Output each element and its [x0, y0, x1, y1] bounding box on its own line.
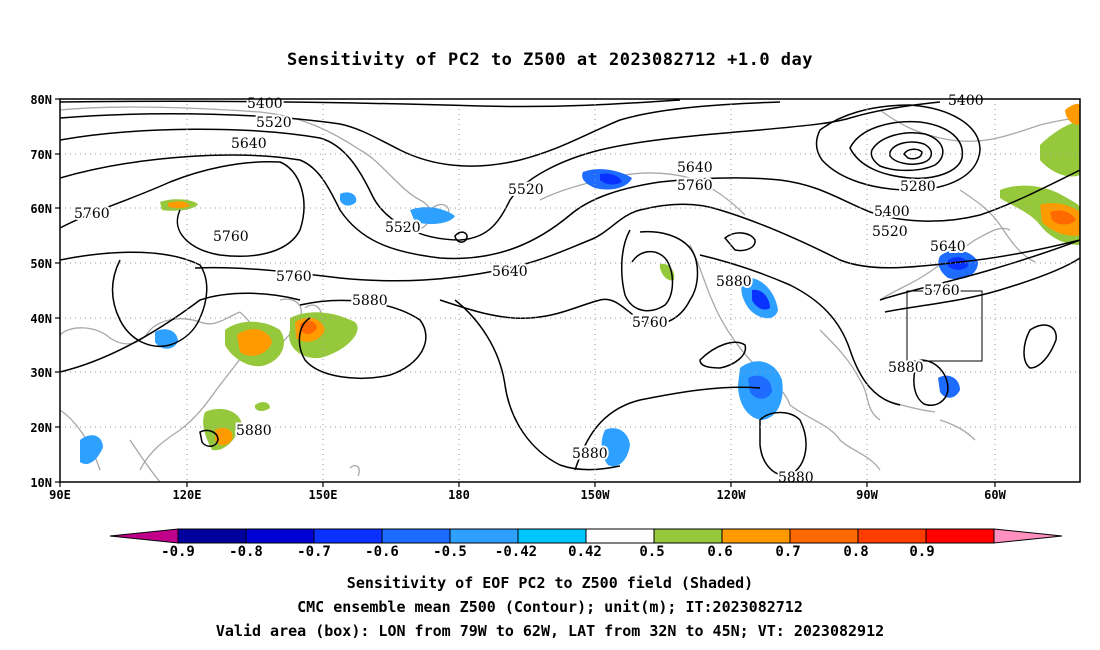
colorbar-swatch: [653, 528, 723, 544]
lat-tick-label: 80N: [30, 93, 52, 107]
contour-label: 5760: [677, 178, 713, 194]
colorbar-label: 0.9: [909, 544, 934, 560]
colorbar-label: 0.5: [639, 544, 664, 560]
colorbar-swatch: [245, 528, 315, 544]
colorbar-swatch: [177, 528, 247, 544]
contour-label: 5400: [948, 93, 984, 109]
contour-label: 5760: [632, 315, 668, 331]
colorbar-swatch: [857, 528, 927, 544]
contour-label: 5880: [236, 423, 272, 439]
colorbar-arrow-right: [993, 528, 1063, 544]
plot-border: [59, 98, 1081, 483]
contour-label: 5640: [677, 160, 713, 176]
contour-label: 5640: [930, 239, 966, 255]
contour-label: 5520: [508, 182, 544, 198]
gridlines: [60, 99, 1080, 482]
tick-marks: [55, 98, 996, 487]
lat-tick-label: 20N: [30, 421, 52, 435]
contour-label: 5880: [888, 360, 924, 376]
colorbar-label: 0.42: [568, 544, 602, 560]
colorbar-label: -0.42: [495, 544, 537, 560]
colorbar-swatch: [381, 528, 451, 544]
contour-label: 5520: [256, 115, 292, 131]
lat-labels: 80N 70N 60N 50N 40N 30N 20N 10N: [30, 93, 52, 490]
lon-tick-label: 60W: [984, 488, 1006, 502]
contour-label: 5760: [74, 206, 110, 222]
colorbar-swatch: [585, 528, 655, 544]
lon-tick-label: 150W: [581, 488, 611, 502]
lat-tick-label: 10N: [30, 476, 52, 490]
lat-tick-label: 30N: [30, 366, 52, 380]
colorbar-swatch: [721, 528, 791, 544]
lon-tick-label: 180: [448, 488, 470, 502]
caption-line-1: Sensitivity of EOF PC2 to Z500 field (Sh…: [346, 574, 754, 592]
colorbar-label: -0.7: [297, 544, 331, 560]
contour-label: 5640: [492, 264, 528, 280]
contour-label: 5760: [213, 229, 249, 245]
contour-label: 5520: [872, 224, 908, 240]
colorbar-swatch: [925, 528, 995, 544]
lon-tick-label: 120W: [717, 488, 747, 502]
colorbar-swatch: [517, 528, 587, 544]
colorbar-swatch: [449, 528, 519, 544]
colorbar-label: 0.8: [843, 544, 868, 560]
colorbar-labels: -0.9 -0.8 -0.7 -0.6 -0.5 -0.42 0.42 0.5 …: [161, 544, 935, 560]
lon-labels: 90E 120E 150E 180 150W 120W 90W 60W: [49, 488, 1006, 502]
colorbar: [109, 528, 1063, 544]
contour-label: 5520: [385, 220, 421, 236]
chart-title: Sensitivity of PC2 to Z500 at 2023082712…: [286, 50, 813, 70]
contour-label: 5880: [716, 274, 752, 290]
contour-label: 5280: [900, 179, 936, 195]
colorbar-label: -0.9: [161, 544, 195, 560]
lon-tick-label: 150E: [309, 488, 338, 502]
lat-tick-label: 60N: [30, 202, 52, 216]
colorbar-label: -0.8: [229, 544, 263, 560]
contour-label: 5880: [778, 470, 814, 486]
valid-area-box: [906, 290, 983, 362]
colorbar-swatch: [313, 528, 383, 544]
contour-label: 5880: [352, 293, 388, 309]
lat-tick-label: 70N: [30, 148, 52, 162]
lon-tick-label: 120E: [173, 488, 202, 502]
colorbar-swatch: [789, 528, 859, 544]
lon-tick-label: 90W: [856, 488, 878, 502]
contour-label: 5400: [874, 204, 910, 220]
colorbar-label: 0.6: [707, 544, 732, 560]
z500-contours: [60, 99, 1080, 477]
lat-tick-label: 50N: [30, 257, 52, 271]
caption-line-2: CMC ensemble mean Z500 (Contour); unit(m…: [297, 598, 803, 616]
contour-label: 5880: [572, 446, 608, 462]
colorbar-arrow-left: [109, 528, 179, 544]
colorbar-label: -0.5: [433, 544, 467, 560]
lat-tick-label: 40N: [30, 312, 52, 326]
caption-line-3: Valid area (box): LON from 79W to 62W, L…: [215, 622, 885, 640]
lon-tick-label: 90E: [49, 488, 71, 502]
contour-label: 5760: [276, 269, 312, 285]
contour-label: 5640: [231, 136, 267, 152]
contour-labels: 5400 5400 5520 5520 5520 5520 5640 5640 …: [72, 91, 986, 488]
colorbar-label: -0.6: [365, 544, 399, 560]
contour-label: 5760: [924, 283, 960, 299]
colorbar-label: 0.7: [775, 544, 800, 560]
